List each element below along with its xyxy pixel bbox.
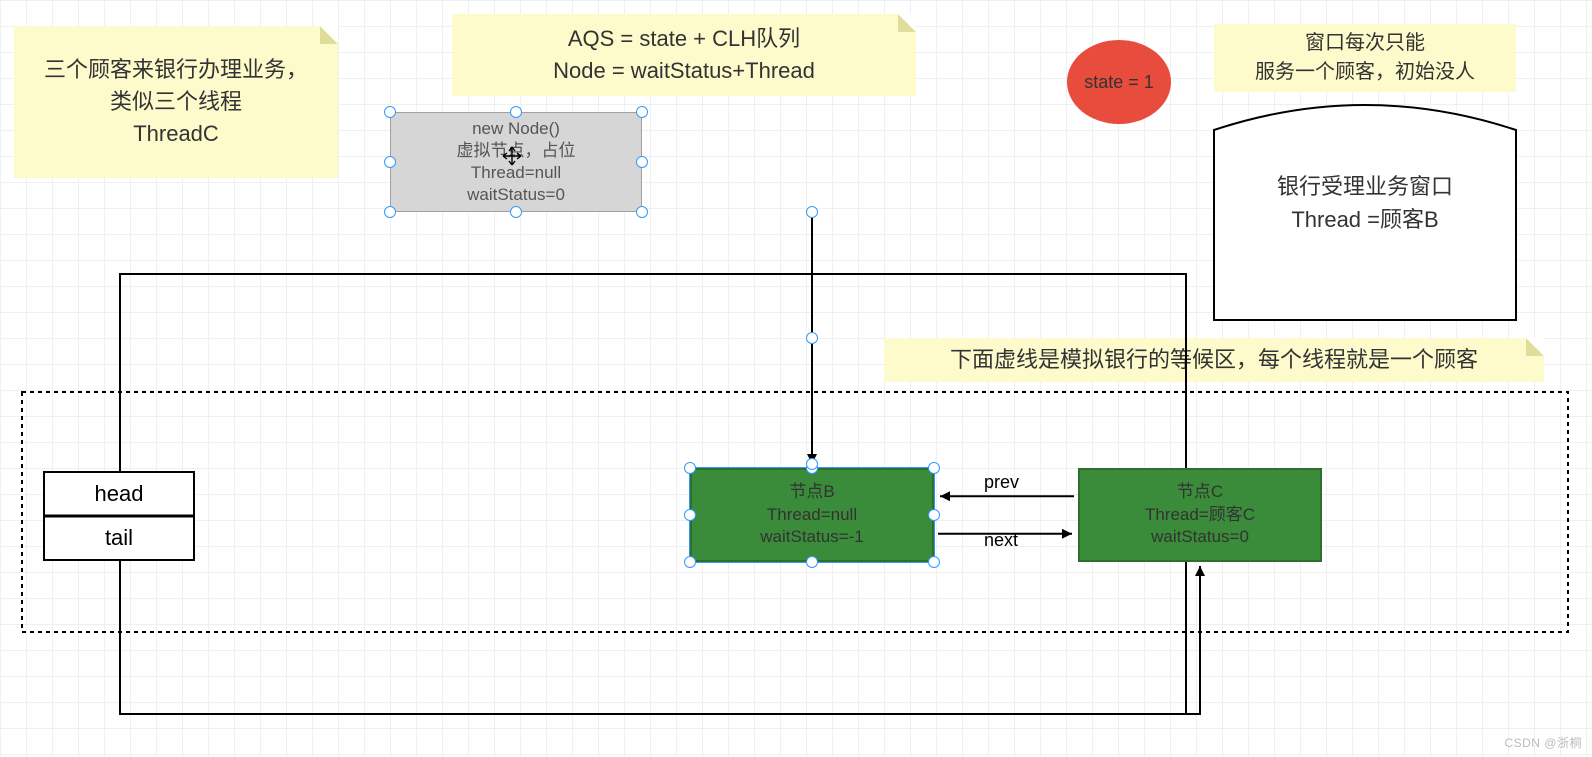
node-text: waitStatus=0 (391, 184, 641, 206)
sticky-note-left: 三个顾客来银行办理业务， 类似三个线程 ThreadC (14, 26, 338, 178)
note-text: ThreadC (133, 118, 219, 150)
node-text: waitStatus=-1 (692, 526, 932, 549)
node-text: 节点B (692, 481, 932, 504)
watermark: CSDN @浙桐 (1504, 734, 1582, 751)
next-label: next (984, 530, 1018, 551)
sticky-note-formula: AQS = state + CLH队列 Node = waitStatus+Th… (452, 14, 916, 96)
node-text: Thread=null (692, 504, 932, 527)
tail-label: tail (44, 516, 194, 560)
state-ellipse: state = 1 (1067, 40, 1171, 124)
prev-label: prev (984, 472, 1019, 493)
head-label: head (44, 472, 194, 516)
note-text: 下面虚线是模拟银行的等候区，每个线程就是一个顾客 (950, 344, 1478, 376)
state-text: state = 1 (1084, 72, 1154, 93)
note-text: 服务一个顾客，初始没人 (1255, 58, 1475, 87)
node-text: 虚拟节点，占位 (391, 140, 641, 162)
bank-line: Thread =顾客B (1214, 203, 1516, 236)
node-text: Thread=null (391, 162, 641, 184)
node-text: waitStatus=0 (1080, 526, 1320, 549)
node-text: 节点C (1080, 481, 1320, 504)
note-text: 类似三个线程 (110, 86, 242, 118)
note-text: 三个顾客来银行办理业务， (44, 54, 308, 86)
new-node-box[interactable]: new Node() 虚拟节点，占位 Thread=null waitStatu… (390, 112, 642, 212)
node-text: new Node() (391, 118, 641, 140)
sticky-note-waiting-area: 下面虚线是模拟银行的等候区，每个线程就是一个顾客 (884, 338, 1544, 382)
node-b-box[interactable]: 节点B Thread=null waitStatus=-1 (690, 468, 934, 562)
note-text: 窗口每次只能 (1305, 29, 1425, 58)
bank-line: 银行受理业务窗口 (1214, 170, 1516, 203)
note-text: AQS = state + CLH队列 (568, 23, 800, 55)
note-text: Node = waitStatus+Thread (553, 55, 815, 87)
bank-window-label: 银行受理业务窗口 Thread =顾客B (1214, 170, 1516, 236)
node-c-box[interactable]: 节点C Thread=顾客C waitStatus=0 (1078, 468, 1322, 562)
sticky-note-top-right: 窗口每次只能 服务一个顾客，初始没人 (1214, 24, 1516, 92)
node-text: Thread=顾客C (1080, 504, 1320, 527)
